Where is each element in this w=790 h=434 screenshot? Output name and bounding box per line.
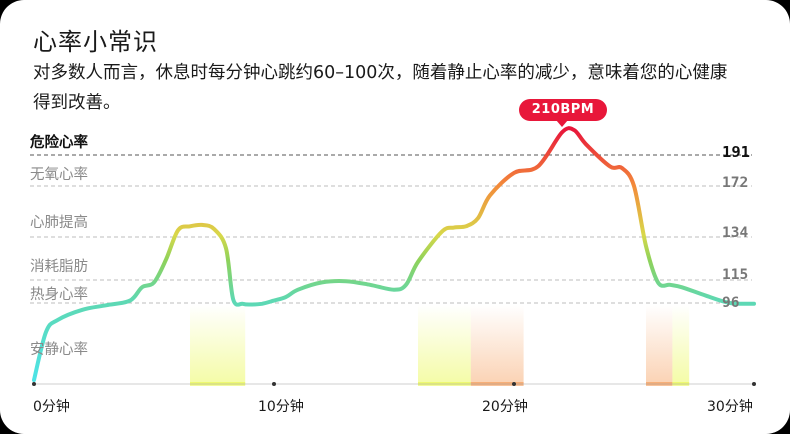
card-description: 对多数人而言，休息时每分钟心跳约60–100次，随着静止心率的减少，意味着您的心… — [33, 63, 728, 113]
x-tick-10: 10分钟 — [258, 399, 304, 415]
peak-badge-pointer — [556, 120, 568, 127]
zone-label-warmup: 热身心率 — [30, 287, 88, 303]
x-tick-dot-30 — [752, 382, 756, 386]
x-tick-0: 0分钟 — [33, 399, 70, 415]
x-axis — [32, 382, 756, 386]
threshold-134: 134 — [722, 225, 749, 241]
x-tick-dot-0 — [32, 382, 36, 386]
x-tick-dot-10 — [272, 382, 276, 386]
x-tick-20: 20分钟 — [482, 399, 528, 415]
threshold-96: 96 — [722, 295, 740, 311]
zone-label-cardio: 心肺提高 — [30, 215, 88, 231]
zone-label-anaerobic: 无氧心率 — [30, 167, 88, 183]
duration-band-1 — [418, 305, 471, 384]
threshold-191: 191 — [722, 143, 750, 161]
duration-markers — [190, 305, 690, 386]
card-title: 心率小常识 — [33, 28, 158, 56]
duration-band-4 — [672, 305, 690, 384]
reference-lines — [30, 154, 752, 304]
x-tick-dot-20 — [512, 382, 516, 386]
zone-label-fatburn: 消耗脂肪 — [30, 259, 88, 275]
duration-band-3 — [646, 305, 673, 384]
threshold-172: 172 — [722, 175, 749, 191]
zone-label-resting: 安静心率 — [30, 342, 88, 358]
duration-band-2 — [470, 305, 524, 384]
duration-band-0 — [190, 305, 246, 384]
zone-label-danger: 危险心率 — [30, 135, 88, 151]
threshold-115: 115 — [722, 267, 749, 283]
peak-bpm-badge: 210BPM — [519, 99, 607, 121]
x-tick-30: 30分钟 — [707, 399, 753, 415]
heart-rate-line — [32, 126, 756, 382]
